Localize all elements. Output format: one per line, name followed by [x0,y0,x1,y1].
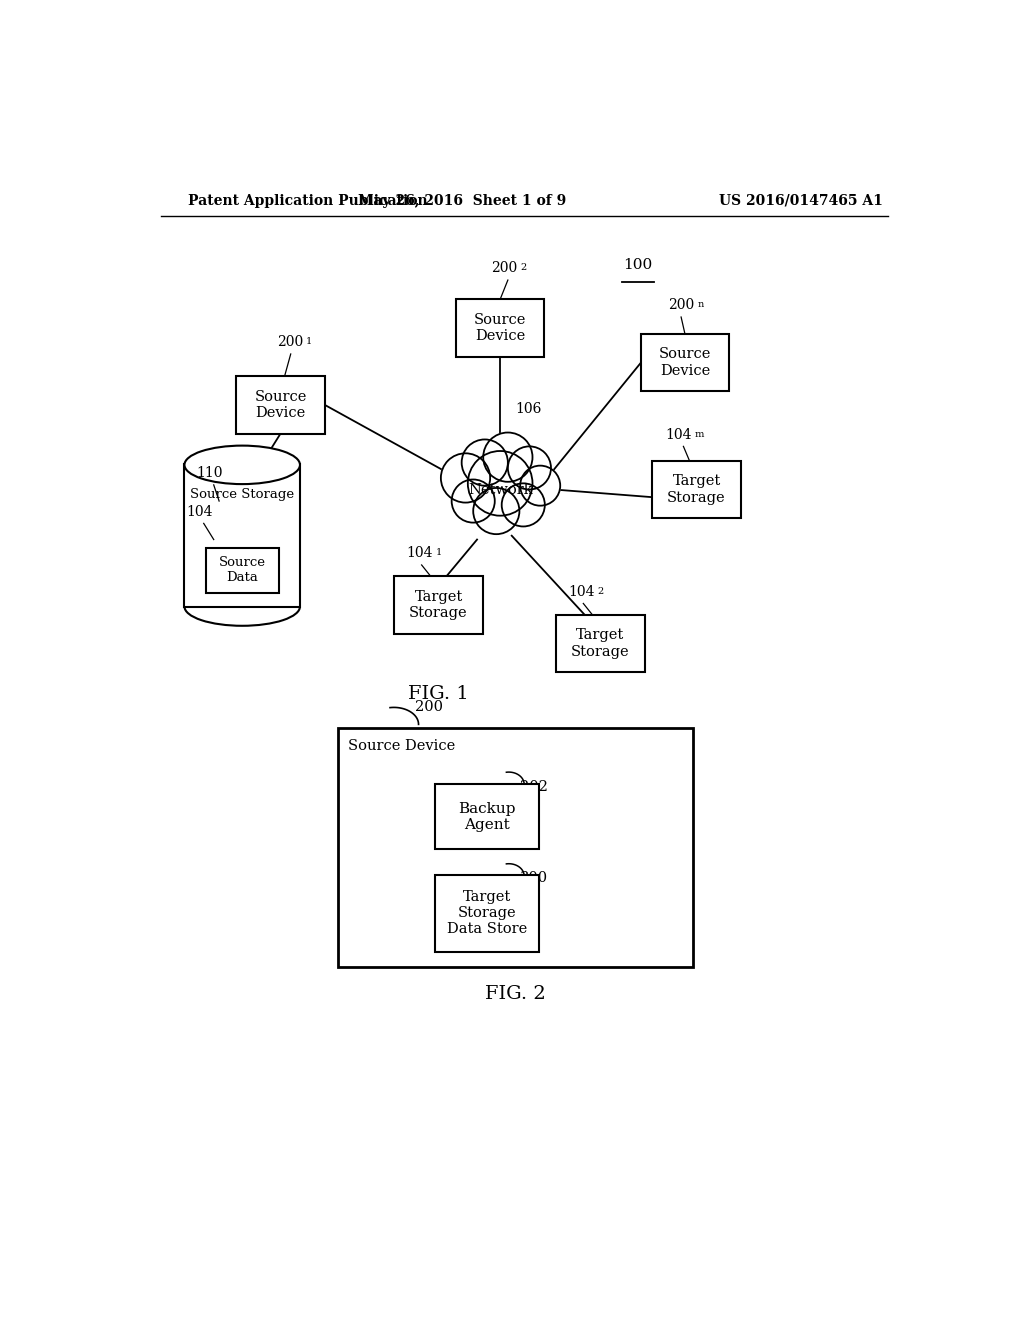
Text: Backup
Agent: Backup Agent [459,801,516,832]
Text: 200: 200 [490,261,517,276]
Text: Source
Device: Source Device [255,389,307,420]
Bar [339,729,692,966]
Text: 104: 104 [407,546,433,561]
Text: Source
Data: Source Data [219,556,265,585]
Text: 100: 100 [624,259,652,272]
Text: 1: 1 [435,548,441,557]
Text: Target
Storage
Data Store: Target Storage Data Store [447,890,527,936]
Text: 104: 104 [666,428,692,442]
Text: Source Storage: Source Storage [190,488,294,502]
Circle shape [452,479,495,523]
Bar [652,461,740,519]
Text: FIG. 1: FIG. 1 [409,685,469,702]
Text: Patent Application Publication: Patent Application Publication [188,194,428,207]
Text: 104: 104 [186,504,213,519]
Text: FIG. 2: FIG. 2 [485,985,546,1003]
Text: 200: 200 [668,298,694,313]
Circle shape [462,440,508,486]
Ellipse shape [184,446,300,484]
Text: Source
Device: Source Device [658,347,711,378]
Text: 200: 200 [416,701,443,714]
Text: 2: 2 [520,264,526,272]
Text: Target
Storage: Target Storage [571,628,630,659]
Text: Source
Device: Source Device [474,313,526,343]
Bar [456,298,545,356]
Text: 1: 1 [306,338,312,346]
Text: n: n [697,301,703,309]
Bar [237,376,325,434]
Bar [206,548,279,593]
Text: US 2016/0147465 A1: US 2016/0147465 A1 [719,194,883,207]
Bar [184,465,300,607]
Text: 300: 300 [519,871,548,886]
Circle shape [468,451,532,516]
Bar [394,576,483,634]
Bar [435,874,540,952]
Text: 104: 104 [568,585,594,599]
Circle shape [473,488,519,535]
Circle shape [483,433,532,482]
Text: Source Device: Source Device [348,739,455,752]
Text: 200: 200 [276,335,303,350]
Bar [435,784,540,850]
Text: m: m [695,430,705,438]
Circle shape [441,453,490,503]
Text: 202: 202 [519,780,548,793]
Circle shape [508,446,551,490]
Text: 110: 110 [196,466,222,480]
Text: 106: 106 [515,403,542,416]
Circle shape [520,466,560,506]
Bar [641,334,729,391]
Text: Target
Storage: Target Storage [668,474,726,504]
Text: Target
Storage: Target Storage [410,590,468,620]
Text: Network: Network [468,483,532,496]
Text: May 26, 2016  Sheet 1 of 9: May 26, 2016 Sheet 1 of 9 [357,194,566,207]
Circle shape [502,483,545,527]
Bar [556,615,644,672]
Text: 2: 2 [597,587,603,595]
